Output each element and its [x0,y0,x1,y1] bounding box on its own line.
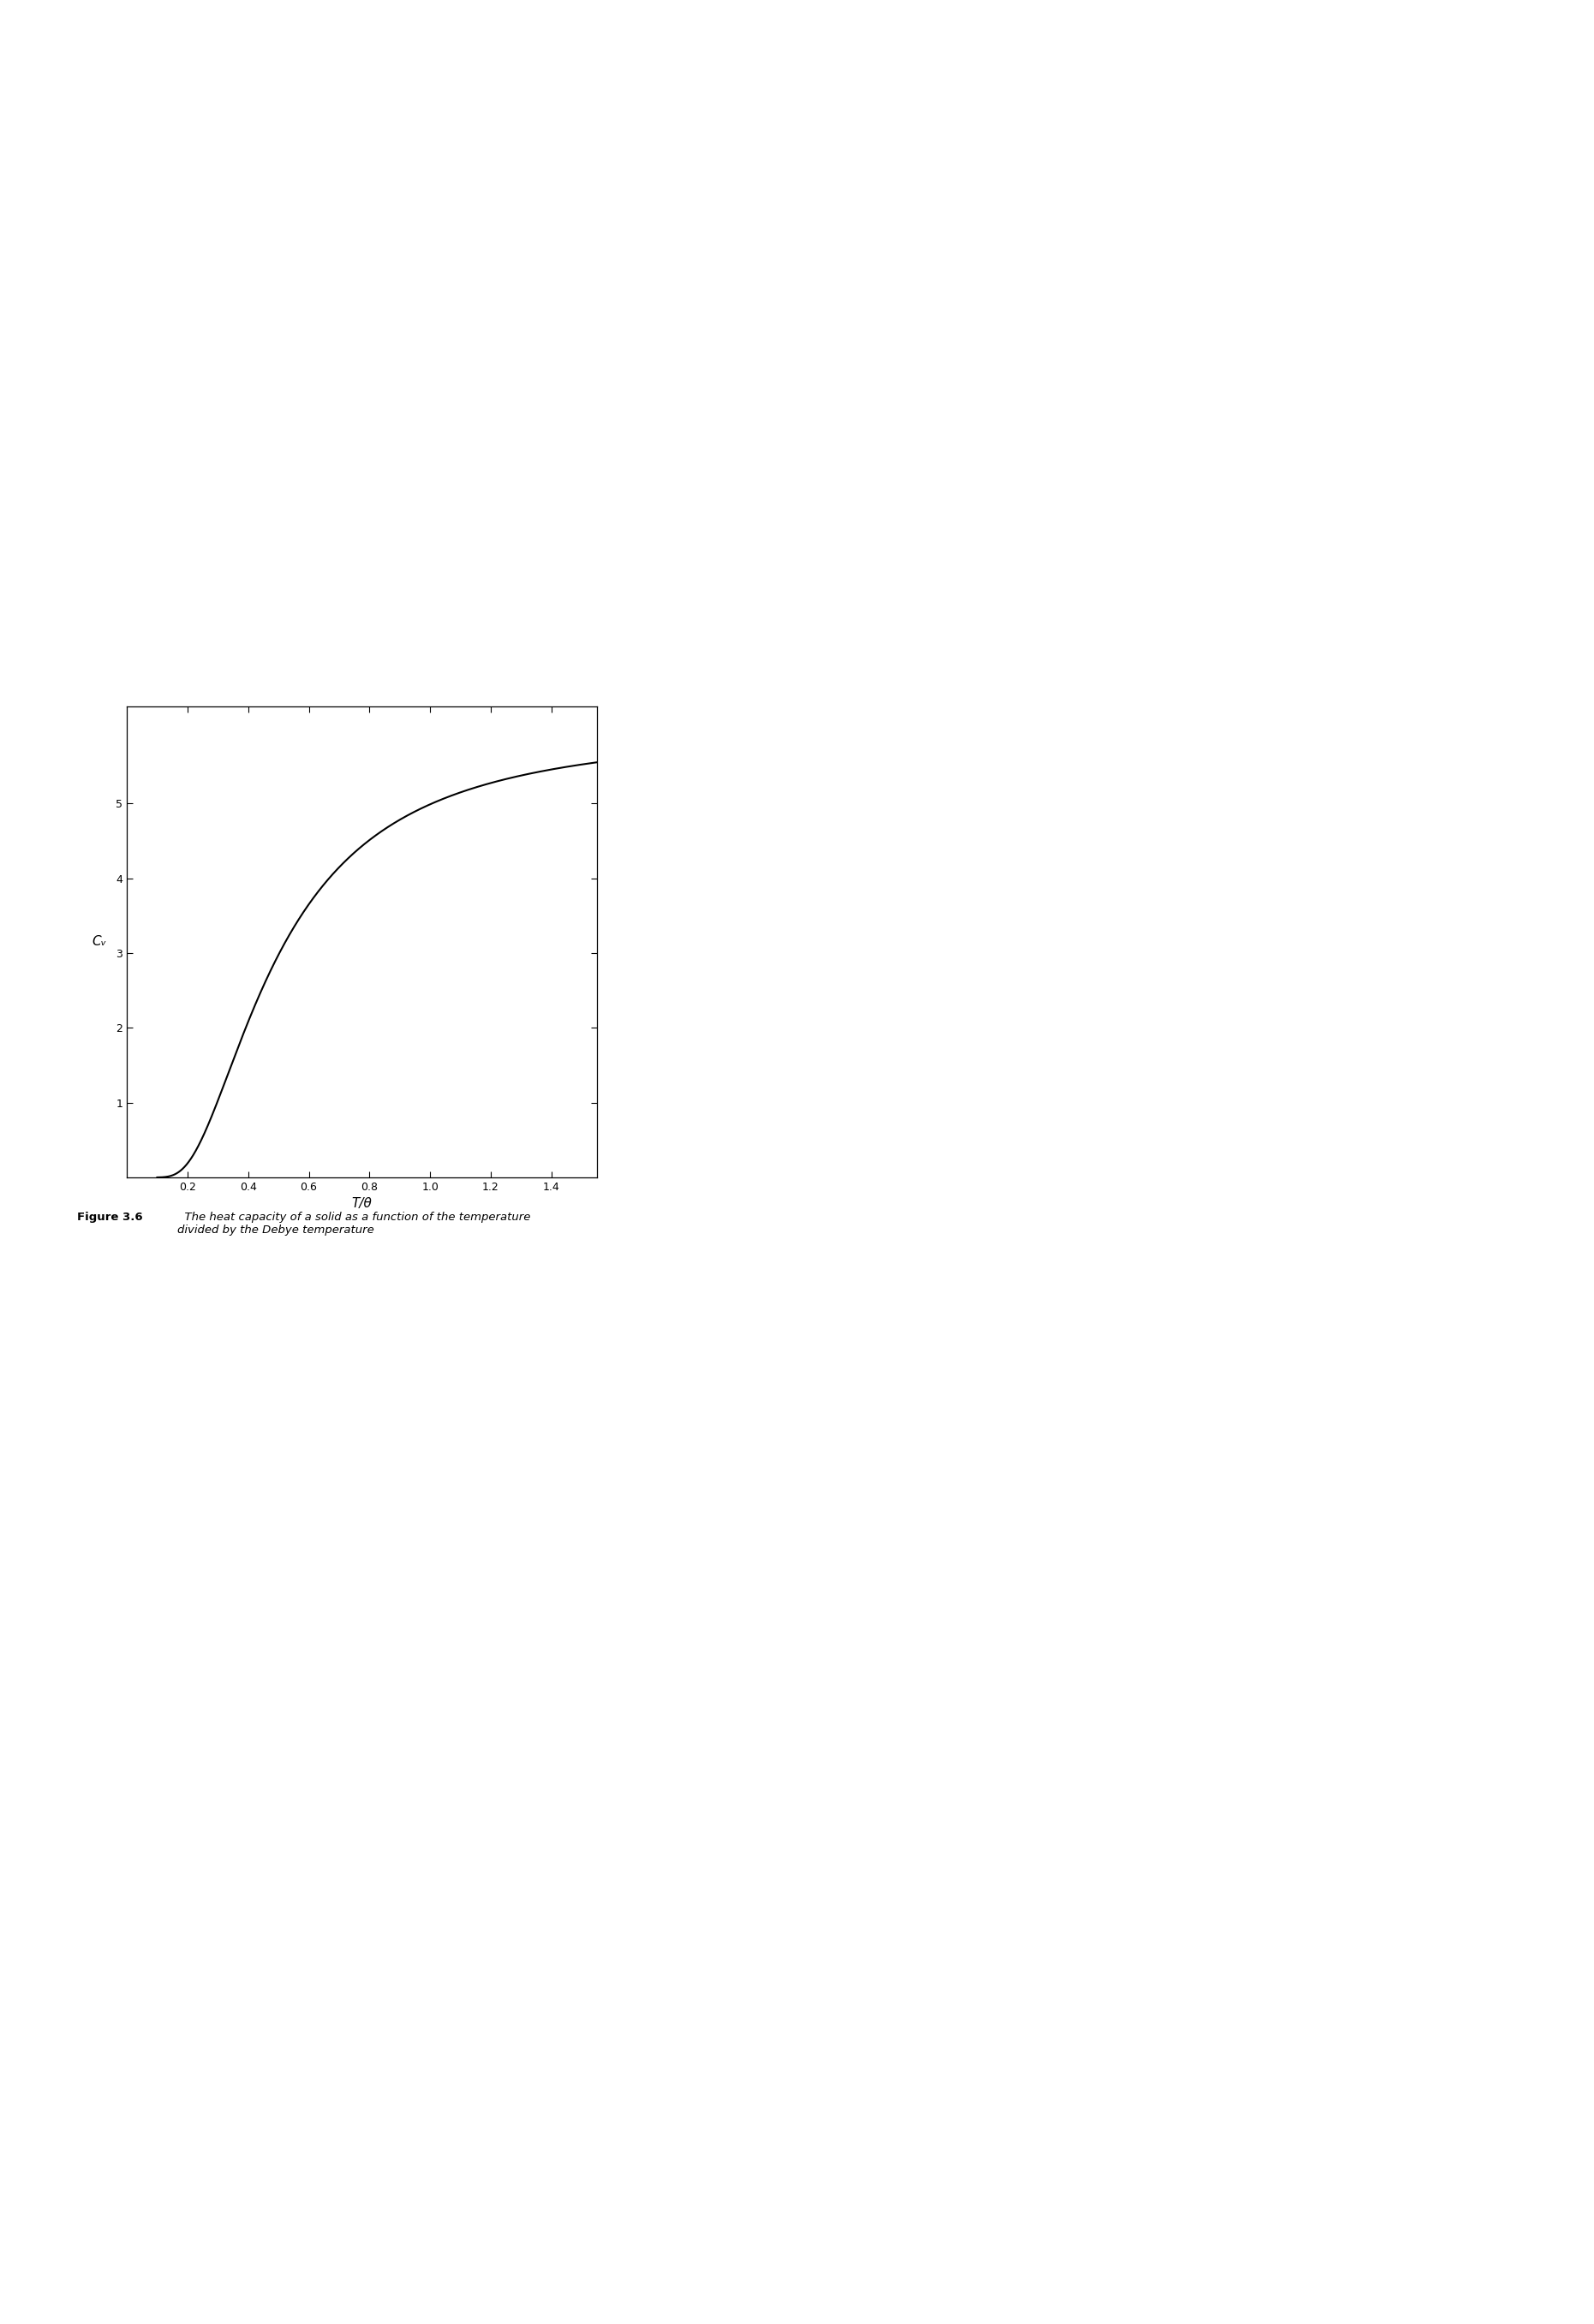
Text: The heat capacity of a solid as a function of the temperature
divided by the Deb: The heat capacity of a solid as a functi… [177,1211,531,1236]
Y-axis label: Cᵥ: Cᵥ [92,937,107,948]
X-axis label: T/θ: T/θ [352,1197,371,1211]
Text: Figure 3.6: Figure 3.6 [77,1211,143,1222]
